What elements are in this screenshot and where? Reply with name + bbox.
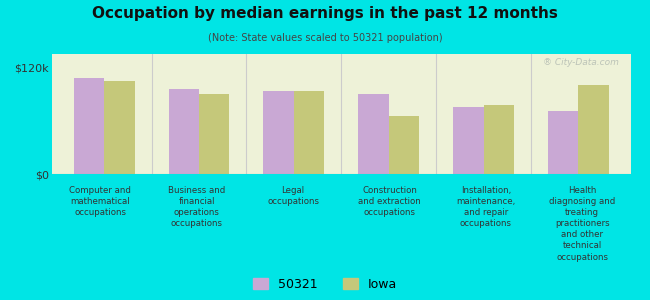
Bar (199, 94, 229, 174)
Legend: 50321, Iowa: 50321, Iowa (253, 278, 397, 291)
Bar (294, 91, 324, 174)
Text: Health
diagnosing and
treating
practitioners
and other
technical
occupations: Health diagnosing and treating practitio… (549, 186, 616, 262)
Bar (358, 94, 389, 174)
Text: Construction
and extraction
occupations: Construction and extraction occupations (358, 186, 421, 217)
Text: (Note: State values scaled to 50321 population): (Note: State values scaled to 50321 popu… (208, 33, 442, 43)
Bar (578, 85, 608, 174)
Bar (548, 111, 578, 174)
Bar (104, 81, 135, 174)
Text: Business and
financial
operations
occupations: Business and financial operations occupa… (168, 186, 226, 228)
Bar (263, 91, 294, 174)
Bar (389, 116, 419, 174)
Text: Legal
occupations: Legal occupations (267, 186, 319, 206)
Text: Occupation by median earnings in the past 12 months: Occupation by median earnings in the pas… (92, 6, 558, 21)
Bar (168, 89, 199, 174)
Bar (74, 78, 104, 174)
Text: ® City-Data.com: ® City-Data.com (543, 58, 619, 67)
Text: Installation,
maintenance,
and repair
occupations: Installation, maintenance, and repair oc… (456, 186, 515, 228)
Text: Computer and
mathematical
occupations: Computer and mathematical occupations (70, 186, 131, 217)
Bar (484, 105, 514, 174)
Bar (453, 107, 484, 174)
